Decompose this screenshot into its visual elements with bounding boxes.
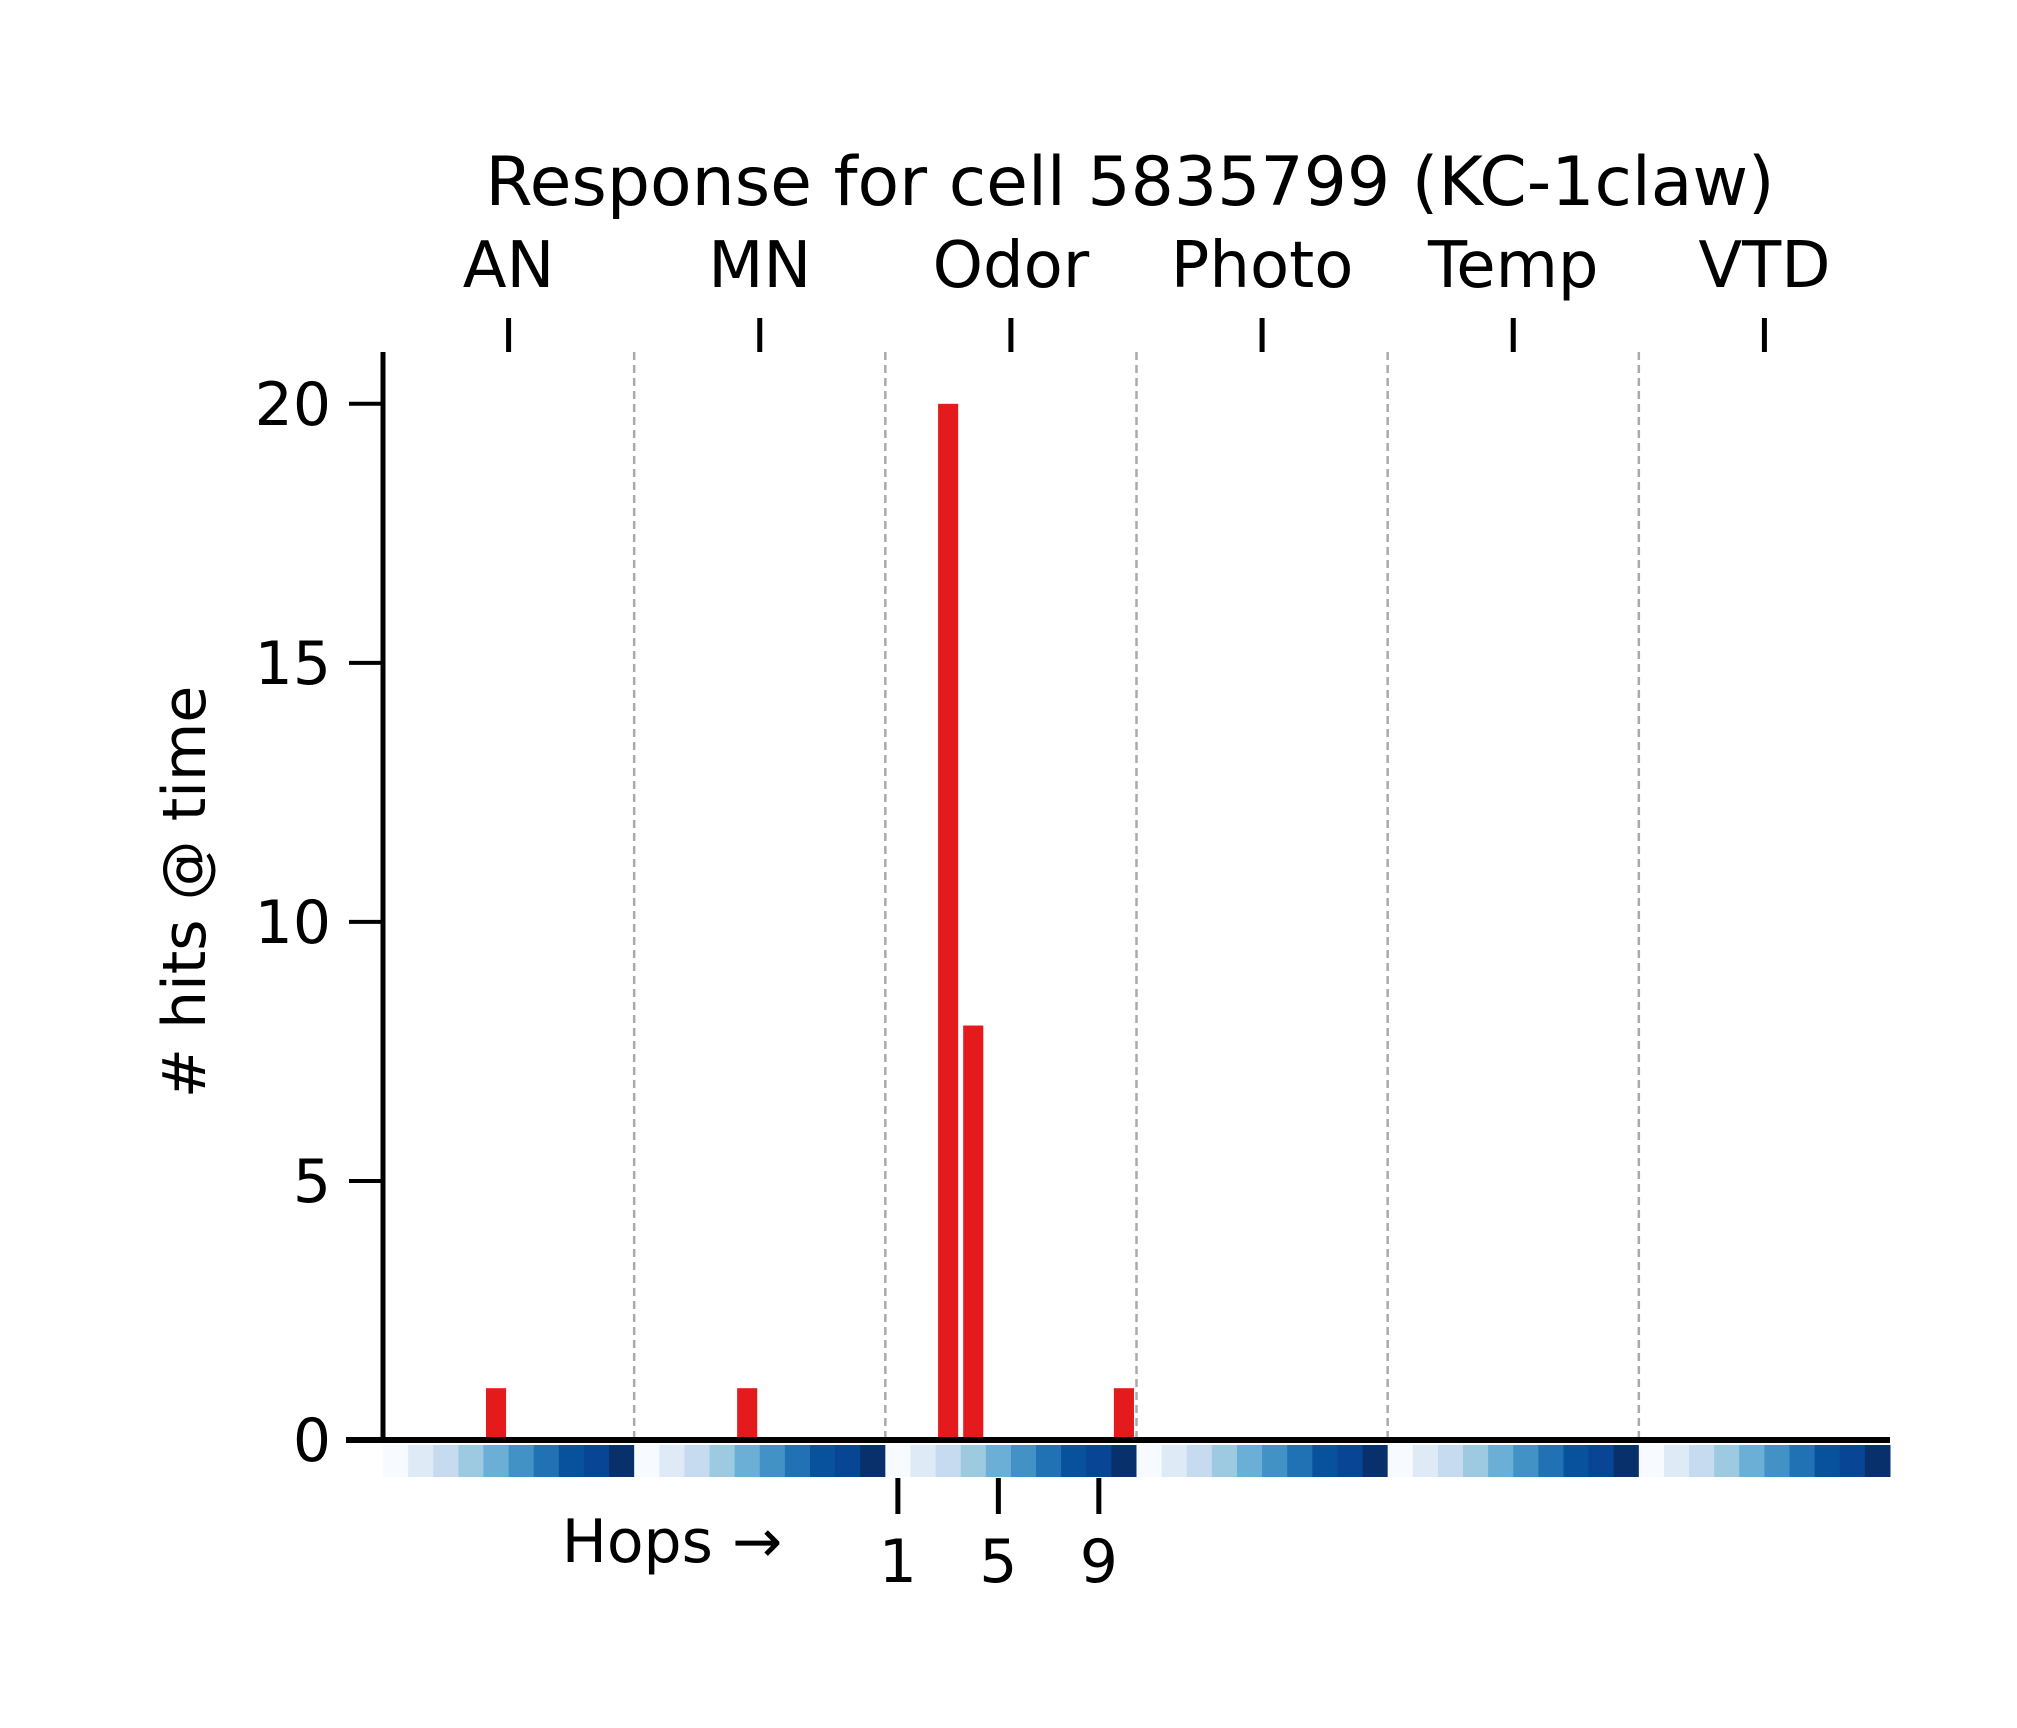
hop-cell: [784, 1445, 811, 1477]
hop-cell: [1236, 1445, 1263, 1477]
hop-cell: [985, 1445, 1012, 1477]
hop-cell: [809, 1445, 836, 1477]
hop-cell: [835, 1445, 861, 1477]
hop-cell: [1086, 1445, 1112, 1477]
group-label-mn: MN: [708, 229, 811, 303]
bar-odor-hop-10: [1113, 1388, 1134, 1440]
group-label-an: AN: [463, 229, 555, 303]
y-tick-label: 5: [293, 1147, 331, 1217]
hop-cell: [1312, 1445, 1338, 1477]
hop-cell: [1010, 1445, 1037, 1477]
hop-cell: [1111, 1445, 1137, 1477]
hop-cell: [1538, 1445, 1564, 1477]
y-axis-label: # hits @ time: [150, 686, 220, 1099]
hop-cell: [960, 1445, 987, 1477]
hop-cell: [1513, 1445, 1539, 1477]
hop-cell: [1638, 1445, 1665, 1477]
hop-cell: [1714, 1445, 1740, 1477]
hop-cell: [910, 1445, 937, 1477]
hop-cell: [1663, 1445, 1690, 1477]
y-tick-label: 10: [255, 888, 331, 958]
hop-cell: [558, 1445, 585, 1477]
hop-cell: [860, 1445, 886, 1477]
y-tick-label: 0: [293, 1406, 331, 1476]
hop-cell: [935, 1445, 962, 1477]
hop-cell: [1789, 1445, 1816, 1477]
hop-cell: [1161, 1445, 1188, 1477]
hop-cell: [1463, 1445, 1489, 1477]
y-tick-label: 15: [255, 629, 331, 699]
hop-cell: [609, 1445, 635, 1477]
hop-cell: [1689, 1445, 1715, 1477]
hop-cell: [1337, 1445, 1364, 1477]
hop-cell: [383, 1445, 409, 1477]
hop-cell: [508, 1445, 535, 1477]
hop-cell: [1136, 1445, 1163, 1477]
hop-cell: [1839, 1445, 1866, 1477]
hop-tick-label: 1: [879, 1527, 917, 1597]
hop-cell: [458, 1445, 484, 1477]
y-axis: 0 5 10 15 20: [255, 352, 386, 1476]
hop-cell: [1036, 1445, 1062, 1477]
hop-cell: [1764, 1445, 1791, 1477]
hop-tick-label: 5: [979, 1527, 1017, 1597]
group-label-temp: Temp: [1427, 229, 1599, 303]
hop-cell: [1739, 1445, 1765, 1477]
hop-cell: [1864, 1445, 1891, 1477]
hop-cell: [759, 1445, 786, 1477]
bars: [346, 403, 1890, 1443]
hop-cell: [583, 1445, 610, 1477]
hop-cell: [1563, 1445, 1590, 1477]
hop-cell: [1061, 1445, 1087, 1477]
hop-cell: [408, 1445, 434, 1477]
y-tick-label: 20: [255, 370, 331, 440]
x-axis-label: Hops →: [562, 1507, 783, 1577]
group-label-vtd: VTD: [1698, 229, 1830, 303]
bar-odor-hop-4: [963, 1025, 984, 1440]
hop-cell: [734, 1445, 761, 1477]
group-label-odor: Odor: [933, 229, 1090, 303]
hop-cell: [1287, 1445, 1313, 1477]
hop-tick-label: 9: [1080, 1527, 1118, 1597]
bar-an-hop-5: [485, 1388, 507, 1440]
hop-cell: [1262, 1445, 1288, 1477]
hop-cell: [1814, 1445, 1841, 1477]
bar-odor-hop-3: [938, 403, 959, 1440]
hop-cell: [533, 1445, 560, 1477]
hop-cell: [1412, 1445, 1439, 1477]
hop-color-strip: [383, 1445, 1891, 1477]
hop-cell: [709, 1445, 736, 1477]
bar-mn-hop-5: [737, 1388, 758, 1440]
hop-cell: [1488, 1445, 1514, 1477]
group-separators: [632, 352, 1641, 1440]
hop-cell: [659, 1445, 685, 1477]
hop-cell: [1387, 1445, 1414, 1477]
hop-cell: [1186, 1445, 1213, 1477]
group-label-photo: Photo: [1171, 229, 1354, 303]
hop-cell: [1211, 1445, 1238, 1477]
group-labels: AN MN Odor Photo Temp VTD: [463, 229, 1830, 352]
hop-cell: [483, 1445, 510, 1477]
hop-cell: [1362, 1445, 1389, 1477]
chart-title: Response for cell 5835799 (KC-1claw): [485, 143, 1774, 222]
hop-cell: [634, 1445, 660, 1477]
hop-cell: [1588, 1445, 1615, 1477]
hop-cell: [885, 1445, 911, 1477]
hop-cell: [433, 1445, 459, 1477]
hop-cell: [684, 1445, 711, 1477]
hop-cell: [1613, 1445, 1640, 1477]
hop-cell: [1437, 1445, 1464, 1477]
